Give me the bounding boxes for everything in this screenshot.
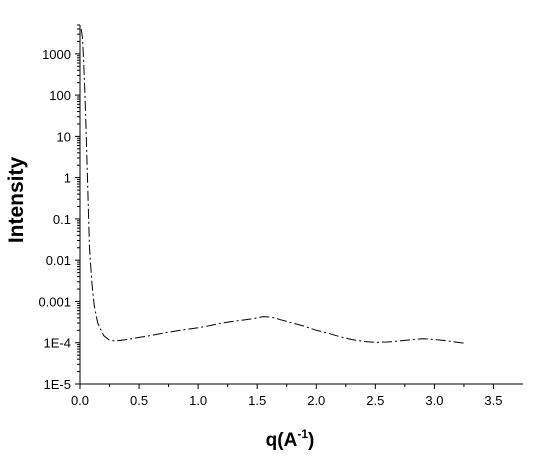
x-axis-title: q(A-1) bbox=[266, 427, 315, 451]
y-tick-label: 0.1 bbox=[53, 212, 71, 227]
y-axis-title: Intensity bbox=[5, 157, 28, 244]
x-axis-ticks: 0.0 0.5 1.0 1.5 2.0 2.5 3.0 3.5 bbox=[71, 384, 503, 408]
y-tick-label: 1E-4 bbox=[44, 336, 71, 351]
x-tick-label: 0.0 bbox=[71, 393, 89, 408]
y-tick-label: 0.01 bbox=[46, 253, 71, 268]
x-tick-label: 3.0 bbox=[425, 393, 443, 408]
x-tick-label: 1.5 bbox=[248, 393, 266, 408]
x-tick-label: 1.0 bbox=[189, 393, 207, 408]
x-tick-label: 2.5 bbox=[366, 393, 384, 408]
y-tick-label: 0.001 bbox=[38, 294, 71, 309]
x-axis-title-superscript: -1 bbox=[297, 427, 308, 441]
x-tick-label: 2.0 bbox=[307, 393, 325, 408]
y-tick-label: 1000 bbox=[42, 47, 71, 62]
y-tick-label: 1E-5 bbox=[44, 377, 71, 392]
x-tick-label: 3.5 bbox=[484, 393, 502, 408]
x-axis-title-close: ) bbox=[308, 430, 314, 451]
y-tick-label: 10 bbox=[57, 129, 71, 144]
x-axis-title-main: q(A bbox=[266, 430, 298, 451]
y-tick-label: 1 bbox=[64, 171, 71, 186]
y-axis-ticks: 1E-5 1E-4 0.001 0.01 0.1 1 10 100 1000 bbox=[38, 24, 80, 392]
series-line bbox=[80, 28, 464, 344]
plot-area bbox=[80, 28, 464, 344]
x-tick-label: 0.5 bbox=[130, 393, 148, 408]
y-tick-label: 100 bbox=[49, 88, 71, 103]
